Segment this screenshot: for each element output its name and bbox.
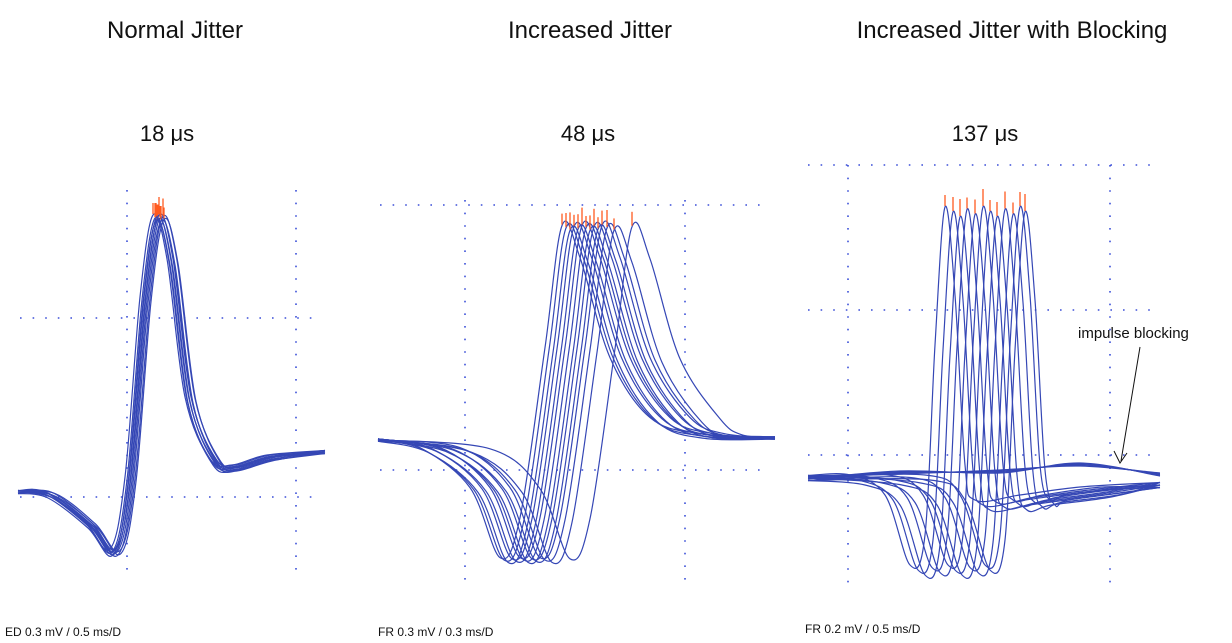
trace [378,222,775,560]
jitter-value: 137 μs [952,121,1019,146]
trace [808,211,1160,573]
trace [378,221,775,559]
trace [378,221,775,559]
trace [808,214,1160,576]
figure: Normal Jitter Increased Jitter Increased… [0,0,1232,643]
trace [378,223,775,561]
arrow [1114,347,1140,463]
trace [808,211,1160,573]
trace [808,206,1160,568]
trace [378,221,775,559]
trace [808,206,1160,568]
panel-title: Normal Jitter [107,17,243,44]
annotation: impulse blocking [1078,325,1189,342]
trace [808,214,1160,576]
panel-title: Increased Jitter with Blocking [857,17,1168,44]
trace [378,226,775,564]
trace [378,226,775,564]
trace [378,223,775,561]
trace [378,223,775,561]
trace [378,222,775,560]
trace [808,211,1160,573]
trace [378,222,775,560]
trace [808,209,1160,571]
trace [808,206,1160,568]
grids [20,165,1155,590]
jitter-value: 18 μs [140,121,194,146]
scale-label: FR 0.3 mV / 0.3 ms/D [378,625,494,639]
trace [808,209,1160,571]
traces [18,189,1160,578]
grid [20,190,320,570]
trace [378,225,775,563]
trace [378,226,775,564]
trace [808,216,1160,578]
scale-label: ED 0.3 mV / 0.5 ms/D [5,625,121,639]
scale-label: FR 0.2 mV / 0.5 ms/D [805,622,921,636]
panel-title: Increased Jitter [508,17,672,44]
trace [808,216,1160,578]
trace [378,225,775,563]
jitter-value: 48 μs [561,121,615,146]
